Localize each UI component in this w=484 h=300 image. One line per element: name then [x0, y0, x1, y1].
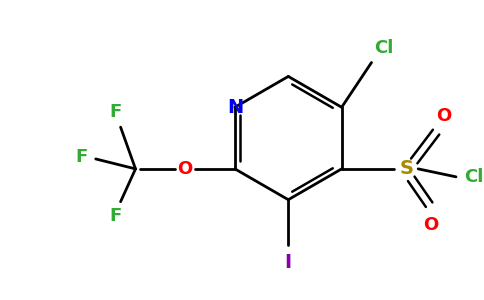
Text: N: N	[227, 98, 243, 117]
Text: F: F	[109, 207, 122, 225]
Text: Cl: Cl	[464, 168, 484, 186]
Text: F: F	[76, 148, 88, 166]
Text: O: O	[437, 107, 452, 125]
Text: O: O	[178, 160, 193, 178]
Text: I: I	[285, 253, 292, 272]
Text: F: F	[109, 103, 122, 121]
Text: Cl: Cl	[374, 39, 393, 57]
Text: S: S	[399, 159, 413, 178]
Text: O: O	[424, 216, 439, 234]
